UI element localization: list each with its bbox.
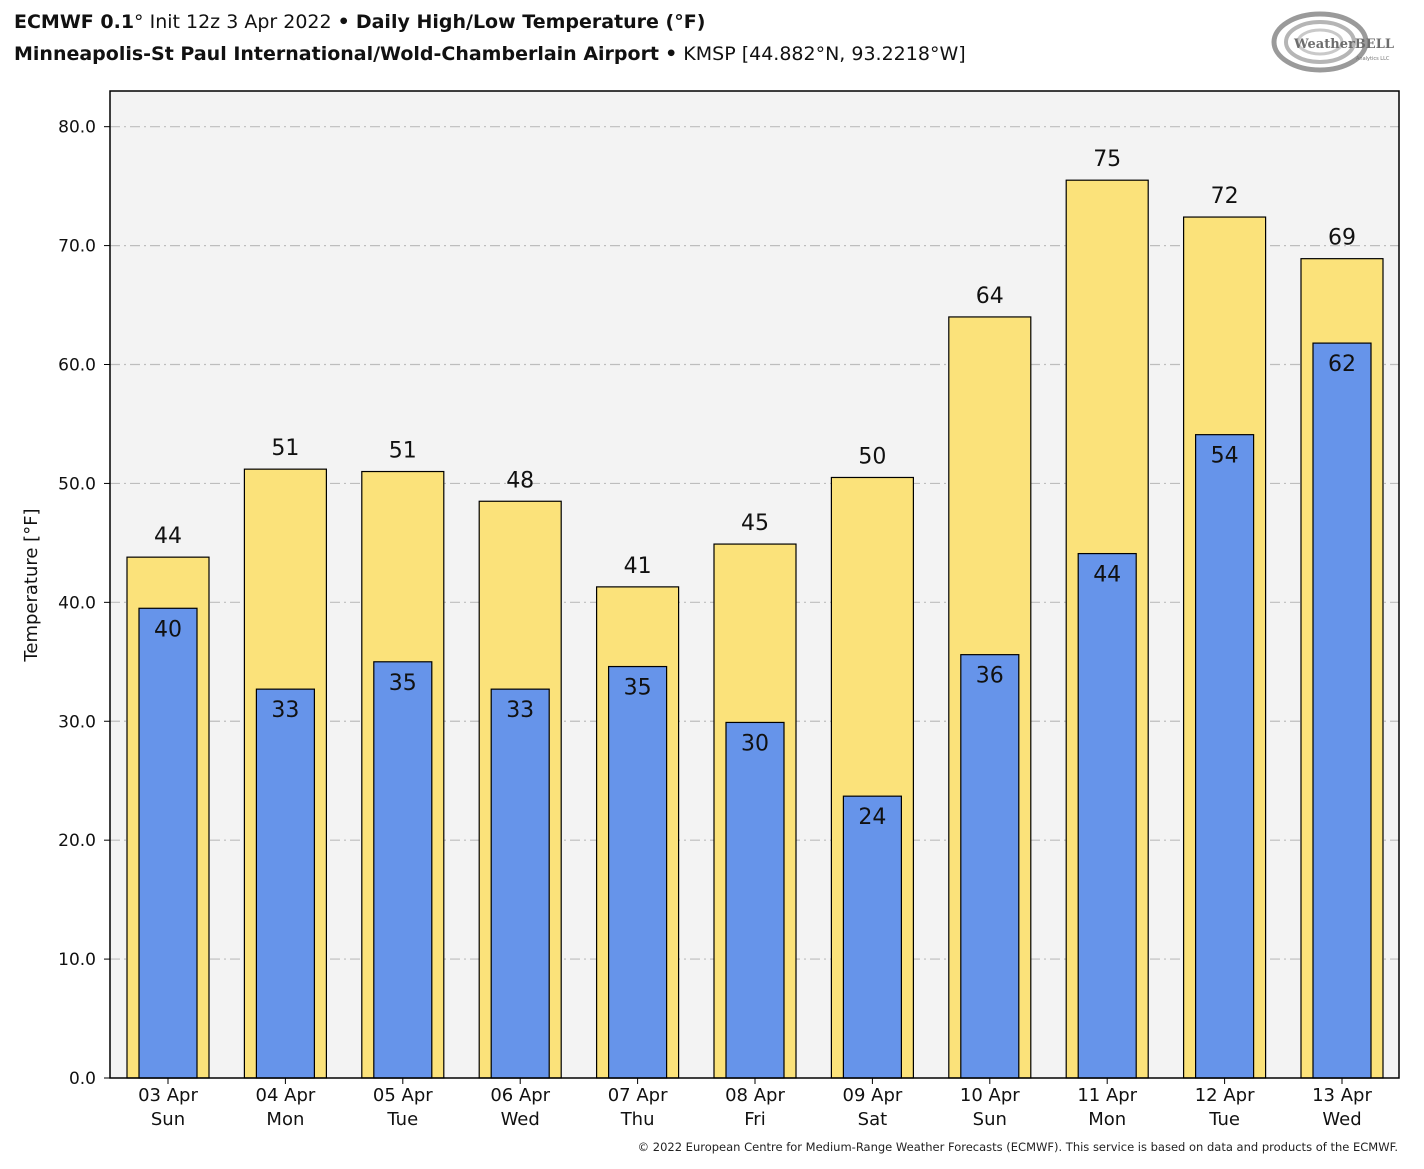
weatherbell-logo: WeatherBELL Analytics LLC <box>1271 11 1394 73</box>
high-temp-label: 72 <box>1211 184 1239 209</box>
x-tick-label-date: 03 Apr <box>138 1085 198 1106</box>
y-tick-label: 30.0 <box>58 712 96 732</box>
model-name: ECMWF 0.1 <box>14 11 135 33</box>
x-tick-label-date: 10 Apr <box>960 1085 1020 1106</box>
x-tick-label-day: Thu <box>620 1109 655 1130</box>
low-temp-bar <box>960 654 1020 1079</box>
high-temp-label: 45 <box>741 511 769 536</box>
x-tick-label-date: 08 Apr <box>725 1085 785 1106</box>
product-title: Daily High/Low Temperature (°F) <box>355 11 706 33</box>
axes: 0.0 10.0 20.0 30.0 40.0 50.0 60.0 70.0 80.0 03 Ap… <box>58 118 1372 1130</box>
high-temp-label: 44 <box>154 524 182 549</box>
low-temp-bar <box>607 665 668 1079</box>
low-temp-label: 44 <box>1093 563 1121 588</box>
y-tick-label: 60.0 <box>58 356 96 376</box>
high-temp-label: 41 <box>624 554 652 579</box>
low-temp-label: 40 <box>154 617 182 642</box>
degree-symbol: ° <box>134 11 144 33</box>
x-tick-label-day: Sun <box>973 1109 1007 1130</box>
x-tick-label-date: 13 Apr <box>1312 1085 1372 1106</box>
station-bullet: • <box>665 43 678 65</box>
x-tick-label-date: 06 Apr <box>490 1085 550 1106</box>
high-temp-label: 64 <box>976 284 1004 309</box>
title-line: ECMWF 0.1° Init 12z 3 Apr 2022 • Daily H… <box>14 6 1234 38</box>
x-tick-label-day: Wed <box>501 1109 540 1130</box>
low-temp-label: 35 <box>624 676 652 701</box>
low-temp-label: 30 <box>741 731 769 756</box>
x-tick-label-date: 07 Apr <box>608 1085 668 1106</box>
low-temp-bar <box>725 721 785 1079</box>
x-tick-label-date: 09 Apr <box>843 1085 903 1106</box>
y-tick-label: 0.0 <box>69 1069 96 1089</box>
x-tick-label-date: 05 Apr <box>373 1085 433 1106</box>
station-name: Minneapolis-St Paul International/Wold-C… <box>14 43 660 65</box>
init-time: Init 12z 3 Apr 2022 <box>149 11 332 33</box>
y-tick-label: 10.0 <box>58 950 96 970</box>
high-temp-label: 69 <box>1328 226 1356 251</box>
x-tick-label-date: 12 Apr <box>1195 1085 1255 1106</box>
low-temp-label: 33 <box>506 698 534 723</box>
x-tick-label-day: Tue <box>1208 1109 1240 1130</box>
logo-text: WeatherBELL <box>1293 37 1394 52</box>
low-temp-label: 36 <box>976 664 1004 689</box>
x-tick-label-day: Sun <box>151 1109 185 1130</box>
copyright-footer: © 2022 European Centre for Medium-Range … <box>637 1140 1398 1154</box>
high-temp-label: 51 <box>271 436 299 461</box>
x-tick-label-day: Mon <box>266 1109 304 1130</box>
y-tick-label: 70.0 <box>58 237 96 257</box>
x-tick-label-day: Tue <box>386 1109 418 1130</box>
title-bullet: • <box>337 11 350 33</box>
y-axis-label: Temperature [°F] <box>21 508 42 662</box>
chart-header: ECMWF 0.1° Init 12z 3 Apr 2022 • Daily H… <box>14 6 1234 70</box>
low-temp-label: 24 <box>858 805 886 830</box>
high-temp-label: 50 <box>858 444 886 469</box>
low-temp-bar <box>255 688 315 1079</box>
low-temp-bar <box>490 688 550 1079</box>
y-tick-label: 20.0 <box>58 831 96 851</box>
y-tick-label: 40.0 <box>58 593 96 613</box>
low-temp-label: 33 <box>271 698 299 723</box>
x-tick-label-date: 11 Apr <box>1077 1085 1137 1106</box>
high-temp-label: 48 <box>506 468 534 493</box>
y-tick-label: 50.0 <box>58 474 96 494</box>
x-tick-label-day: Fri <box>744 1109 765 1130</box>
low-temp-bar <box>138 607 198 1079</box>
high-temp-label: 75 <box>1093 147 1121 172</box>
logo-subtext: Analytics LLC <box>1356 56 1390 62</box>
low-temp-bar <box>842 795 903 1079</box>
y-tick-label: 80.0 <box>58 118 96 138</box>
low-temp-label: 54 <box>1211 444 1239 469</box>
station-line: Minneapolis-St Paul International/Wold-C… <box>14 38 1234 70</box>
low-temp-label: 62 <box>1328 352 1356 377</box>
bars: 44 40 51 33 51 35 48 33 41 35 45 30 50 24 64 36 75 44 72 54… <box>126 147 1384 1079</box>
low-temp-bar <box>1077 552 1137 1079</box>
low-temp-bar <box>1194 434 1255 1079</box>
low-temp-label: 35 <box>389 671 417 696</box>
low-temp-bar <box>1312 342 1372 1079</box>
low-temp-bar <box>373 661 433 1079</box>
high-temp-label: 51 <box>389 439 417 464</box>
x-tick-label-day: Wed <box>1322 1109 1361 1130</box>
x-tick-label-day: Mon <box>1088 1109 1126 1130</box>
station-info: KMSP [44.882°N, 93.2218°W] <box>683 43 966 65</box>
x-tick-label-day: Sat <box>858 1109 888 1130</box>
x-tick-label-date: 04 Apr <box>256 1085 316 1106</box>
